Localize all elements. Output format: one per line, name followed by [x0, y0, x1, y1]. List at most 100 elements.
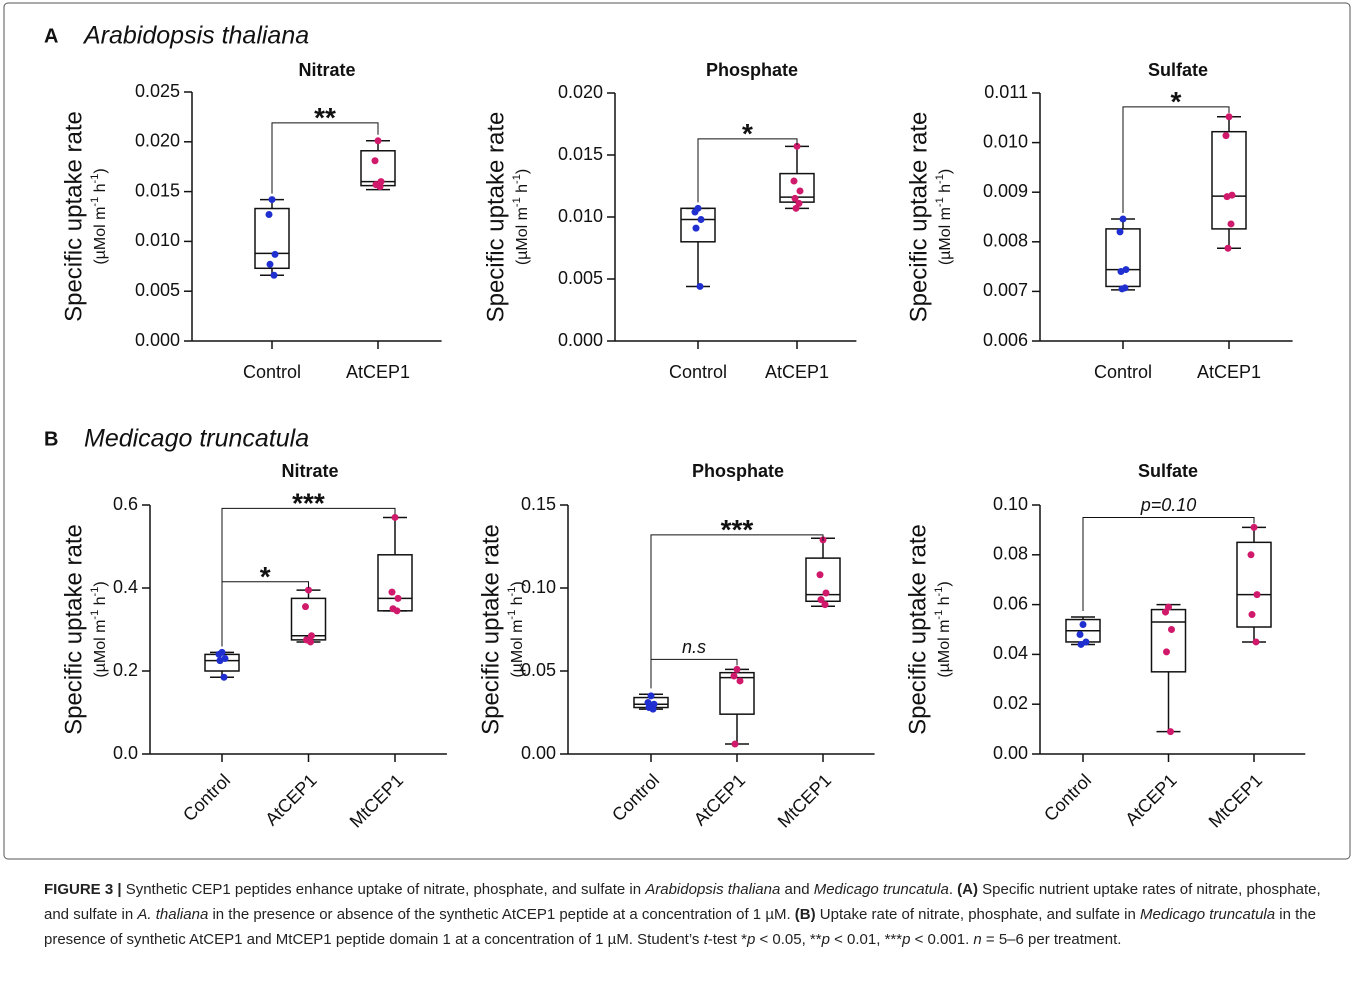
y-axis-label: Specific uptake rate — [60, 111, 87, 322]
y-axis-unit: (µMol m-1 h-1) — [934, 169, 954, 265]
unit-part: h — [92, 183, 109, 196]
data-point — [388, 588, 396, 596]
y-tick-label: 0.010 — [983, 131, 1028, 151]
y-tick-label: 0.008 — [983, 231, 1028, 251]
unit-part: -1 — [506, 610, 518, 620]
data-point — [691, 208, 699, 216]
data-point — [791, 194, 799, 202]
y-axis-label: Specific uptake rate — [905, 112, 932, 323]
data-point — [1248, 611, 1256, 619]
box — [290, 597, 327, 641]
data-point — [393, 607, 401, 615]
unit-part: h — [936, 596, 953, 609]
data-point — [394, 594, 402, 602]
caption-segment: Arabidopsis thaliana — [645, 881, 781, 898]
unit-part: h — [514, 184, 531, 197]
data-point — [1253, 591, 1261, 599]
unit-part: ) — [509, 581, 526, 586]
caption-segment: < 0.05, ** — [755, 931, 822, 948]
data-point — [792, 204, 800, 212]
y-tick-label: 0.00 — [521, 743, 556, 763]
y-tick-label: 0.6 — [113, 494, 138, 514]
data-point — [1167, 728, 1174, 736]
unit-part: ) — [514, 169, 531, 174]
significance-label: * — [1171, 86, 1182, 117]
significance-bracket — [650, 658, 738, 689]
unit-part: h — [92, 596, 109, 609]
box — [1150, 608, 1187, 673]
x-tick-label: MtCEP1 — [1205, 770, 1267, 832]
data-point — [796, 187, 804, 195]
y-tick-label: 0.000 — [558, 330, 603, 350]
data-point — [376, 183, 384, 191]
significance-label: * — [260, 561, 271, 592]
caption-segment: -test * — [707, 931, 747, 948]
y-tick-label: 0.00 — [993, 743, 1028, 763]
data-point — [822, 589, 830, 597]
chart-title: Phosphate — [706, 60, 798, 80]
x-tick-label: AtCEP1 — [690, 770, 749, 829]
data-point — [649, 705, 657, 713]
y-axis-unit: (µMol m-1 h-1) — [89, 581, 109, 677]
caption-segment: (B) — [794, 906, 816, 923]
unit-part: -1 — [89, 197, 101, 207]
data-point — [1117, 268, 1125, 276]
chart-title: Phosphate — [692, 461, 784, 481]
data-point — [391, 513, 399, 521]
y-tick-label: 0.10 — [521, 577, 556, 597]
x-tick-label: AtCEP1 — [1197, 362, 1261, 382]
chart-title: Nitrate — [298, 60, 355, 80]
data-point — [1224, 244, 1232, 252]
caption-segment: < 0.01, *** — [829, 931, 903, 948]
caption-segment: and — [780, 881, 814, 898]
box — [377, 554, 413, 612]
data-point — [697, 215, 705, 223]
y-tick-label: 0.005 — [135, 280, 180, 300]
unit-part: (µMol m — [937, 207, 954, 265]
caption-segment: p — [746, 931, 756, 948]
y-tick-label: 0.4 — [113, 577, 138, 597]
y-tick-label: 0.04 — [993, 643, 1028, 663]
caption-segment: < 0.001. — [910, 931, 974, 948]
data-point — [1222, 132, 1230, 140]
y-tick-label: 0.010 — [558, 206, 603, 226]
x-tick-label: Control — [608, 770, 663, 825]
unit-part: (µMol m — [92, 620, 109, 678]
significance-label: p=0.10 — [1140, 495, 1197, 515]
unit-part: -1 — [933, 610, 945, 620]
data-point — [1163, 648, 1170, 656]
unit-part: -1 — [511, 197, 523, 207]
data-point — [1079, 621, 1087, 629]
data-point — [268, 196, 276, 204]
data-point — [1118, 285, 1126, 293]
x-tick-label: AtCEP1 — [346, 362, 410, 382]
y-axis-unit: (µMol m-1 h-1) — [89, 168, 109, 264]
significance-bracket — [1122, 106, 1230, 213]
y-tick-label: 0.06 — [993, 593, 1028, 613]
caption-segment: Uptake rate of nitrate, phosphate, and s… — [815, 906, 1140, 923]
data-point — [215, 650, 223, 658]
caption-segment: t — [703, 931, 708, 948]
data-point — [736, 677, 744, 685]
unit-part: ) — [92, 581, 109, 586]
data-point — [1077, 640, 1085, 648]
data-point — [647, 692, 655, 700]
data-point — [692, 224, 700, 232]
significance-bracket — [650, 534, 824, 689]
y-tick-label: 0.006 — [983, 330, 1028, 350]
unit-part: -1 — [934, 174, 946, 184]
y-tick-label: 0.020 — [558, 82, 603, 102]
panel-title: Arabidopsis thaliana — [82, 22, 309, 50]
data-point — [1076, 630, 1084, 638]
y-tick-label: 0.009 — [983, 181, 1028, 201]
data-point — [1119, 215, 1127, 223]
unit-part: (µMol m — [92, 207, 109, 265]
data-point — [271, 250, 279, 258]
data-point — [308, 632, 315, 640]
x-tick-label: Control — [243, 362, 301, 382]
x-tick-label: MtCEP1 — [346, 770, 408, 832]
unit-part: h — [509, 596, 526, 609]
data-point — [371, 157, 379, 165]
x-tick-label: AtCEP1 — [765, 362, 829, 382]
